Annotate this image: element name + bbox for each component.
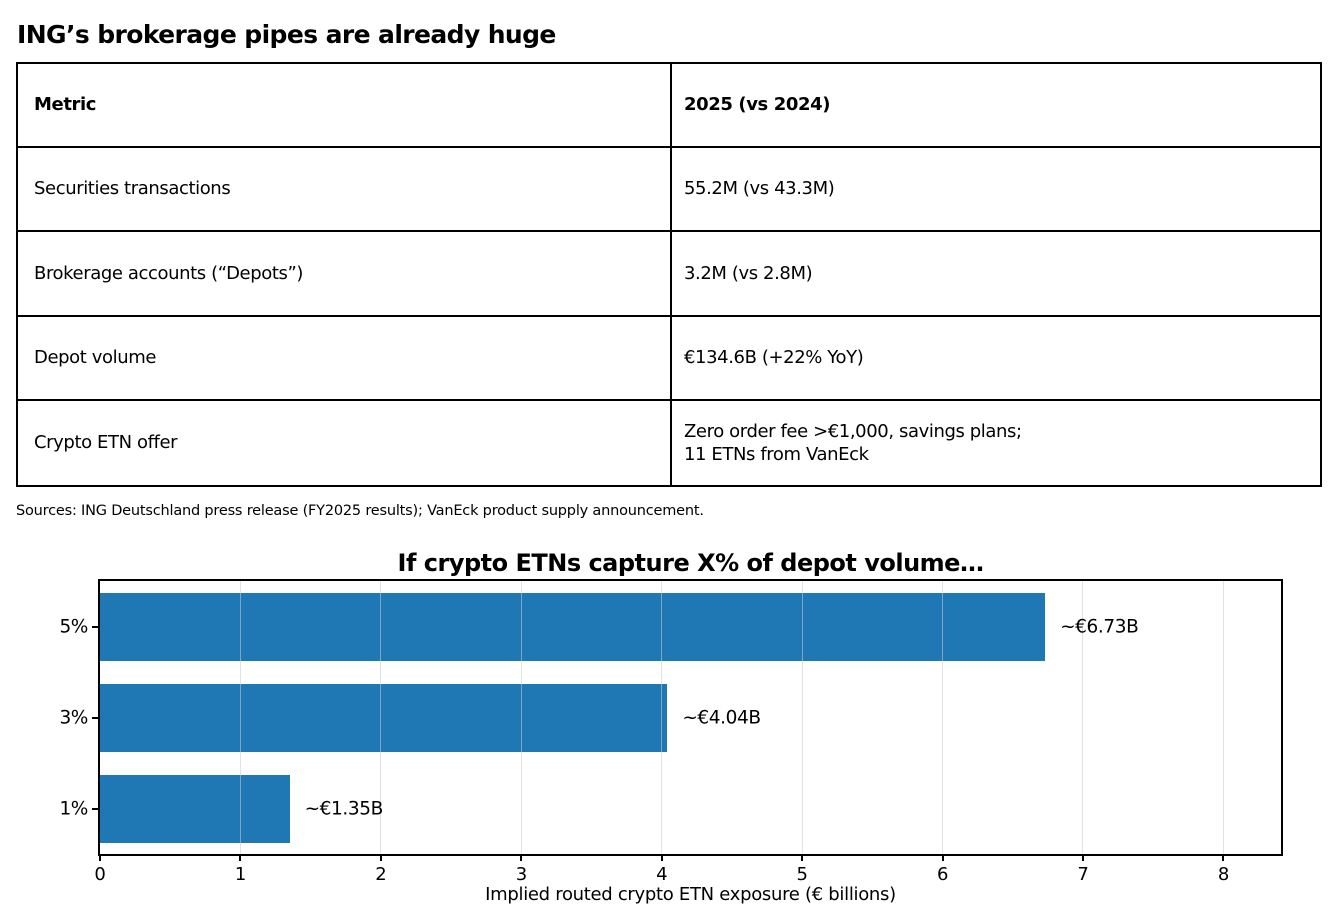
x-tick-label: 7: [1077, 864, 1089, 885]
metric-cell: Brokerage accounts (“Depots”): [18, 232, 672, 315]
x-tick-label: 2: [375, 864, 387, 885]
bar-value-label: ~€6.73B: [1060, 616, 1139, 637]
metrics-table: Metric 2025 (vs 2024) Securities transac…: [16, 62, 1322, 487]
gridline: [1082, 581, 1084, 854]
x-tick-label: 8: [1217, 864, 1229, 885]
gridline: [661, 581, 663, 854]
x-tick-mark: [941, 856, 944, 861]
x-tick-mark: [801, 856, 804, 861]
x-axis-label: Implied routed crypto ETN exposure (€ bi…: [485, 884, 896, 905]
gridline: [239, 581, 241, 854]
y-tick-mark: [92, 716, 98, 719]
y-tick-mark: [92, 625, 98, 628]
y-tick-label: 5%: [59, 616, 88, 637]
x-tick-mark: [1222, 856, 1225, 861]
x-tick-label: 0: [94, 864, 106, 885]
chart-bar: [100, 592, 1046, 661]
x-tick-mark: [1081, 856, 1084, 861]
x-tick-label: 4: [656, 864, 668, 885]
value-cell: 55.2M (vs 43.3M): [684, 178, 835, 200]
x-tick-mark: [520, 856, 523, 861]
gridline: [1222, 581, 1224, 854]
x-tick-mark: [239, 856, 242, 861]
value-cell: €134.6B (+22% YoY): [684, 347, 864, 369]
value-cell: Zero order fee >€1,000, savings plans; 1…: [684, 420, 1022, 465]
gridline: [380, 581, 382, 854]
table-row: Brokerage accounts (“Depots”) 3.2M (vs 2…: [18, 230, 1320, 315]
x-tick-label: 3: [515, 864, 527, 885]
y-tick-mark: [92, 807, 98, 810]
header-2025-vs-2024: 2025 (vs 2024): [684, 94, 831, 116]
x-tick-label: 5: [796, 864, 808, 885]
gridline: [520, 581, 522, 854]
value-cell: 3.2M (vs 2.8M): [684, 262, 813, 284]
chart-title: If crypto ETNs capture X% of depot volum…: [397, 549, 984, 577]
x-tick-mark: [379, 856, 382, 861]
bar-value-label: ~€4.04B: [682, 707, 761, 728]
gridline: [801, 581, 803, 854]
bar-chart: If crypto ETNs capture X% of depot volum…: [0, 540, 1340, 914]
metric-cell: Depot volume: [18, 317, 672, 399]
table-row: Crypto ETN offer Zero order fee >€1,000,…: [18, 399, 1320, 485]
header-metric: Metric: [18, 64, 672, 146]
gridline: [942, 581, 944, 854]
x-tick-label: 1: [234, 864, 246, 885]
metric-cell: Crypto ETN offer: [18, 401, 672, 485]
bar-value-label: ~€1.35B: [304, 798, 384, 819]
x-tick-label: 6: [936, 864, 949, 885]
page-title: ING’s brokerage pipes are already huge: [17, 20, 556, 49]
chart-bar: [100, 774, 290, 843]
plot-area: [98, 579, 1283, 856]
metric-cell: Securities transactions: [18, 148, 672, 230]
table-row: Depot volume €134.6B (+22% YoY): [18, 315, 1320, 399]
sources-note: Sources: ING Deutschland press release (…: [16, 503, 704, 519]
chart-bar: [100, 683, 668, 752]
y-tick-label: 1%: [59, 798, 88, 819]
y-tick-label: 3%: [59, 707, 88, 728]
table-row: Securities transactions 55.2M (vs 43.3M): [18, 146, 1320, 230]
x-tick-mark: [660, 856, 663, 861]
x-tick-mark: [99, 856, 101, 861]
table-header-row: Metric 2025 (vs 2024): [18, 64, 1320, 146]
